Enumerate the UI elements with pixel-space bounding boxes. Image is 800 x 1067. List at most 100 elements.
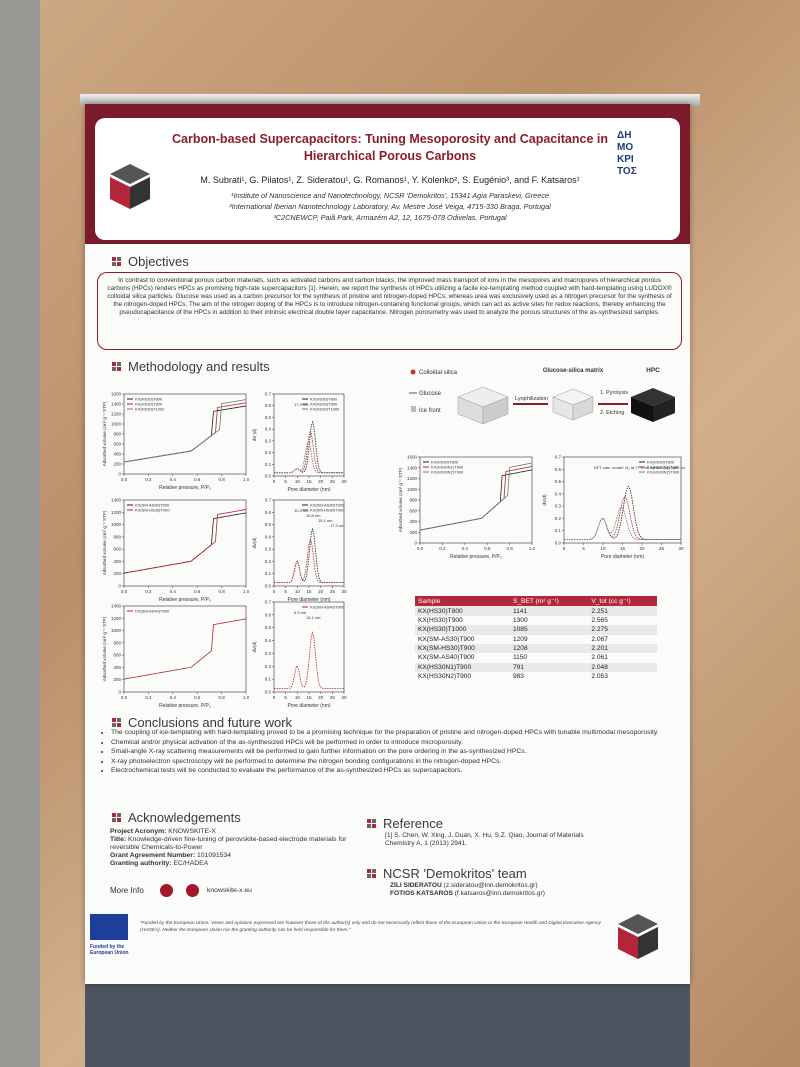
twitter-icon[interactable] [186,884,199,897]
table-cell: 983 [512,673,524,681]
x-axis-label: Relative pressure, P/P₀ [159,597,211,603]
table-cell: 2.067 [591,635,608,643]
curve-shape [274,538,344,583]
cube [631,397,653,422]
ack-value: Knowledge-driven fine-tuning of perovski… [110,836,347,851]
linkedin-icon[interactable] [160,884,173,897]
table-row: KX(HS30)T800 1141 2.251 [415,606,657,616]
curve-shape [564,506,681,540]
y-tick-label: 1000 [111,628,122,633]
x-tick-label: 1.0 [243,695,250,700]
y-tick-label: 1200 [111,510,122,515]
y-tick-label: 400 [409,519,417,524]
table-cell: KX(HS30N1)T900 [415,662,510,672]
table-cell: 1141 [509,606,589,616]
x-axis-label: Pore diameter (nm) [601,554,644,560]
legend-label: KX(HS30N1)T900 [647,465,680,470]
cube [653,397,675,422]
ack-line: Title: Knowledge-driven fine-tuning of p… [110,836,350,852]
x-tick-label: 0.8 [218,477,225,482]
curve-shape [419,466,533,531]
x-tick-label: 5 [284,479,287,484]
member-name: ZILI SIDERATOU [390,882,442,889]
y-tick-label: 0.1 [265,462,272,467]
y-tick-label: 0.1 [265,677,272,682]
x-tick-label: 0.6 [194,589,201,594]
x-tick-label: 0.2 [145,477,152,482]
y-tick-label: 0.2 [265,450,272,455]
annotation: 17.3 nm [330,523,345,528]
y-tick-label: 600 [113,547,121,552]
y-tick-label: 600 [409,508,417,513]
y-tick-label: 0.4 [265,534,272,539]
curve-shape [419,462,533,531]
x-tick-label: 0.0 [121,589,128,594]
legend-label: KX(HS30N2)T900 [647,470,680,475]
table-cell: KX(HS30)T1000 [415,625,510,635]
section-heading: Conclusions and future work [128,715,293,730]
x-tick-label: 0.4 [170,477,177,482]
x-tick-label: 5 [284,589,287,594]
legend-label: KX(HS30N1)T900 [431,465,464,470]
table-cell: KX(HS30N2)T900 [418,673,472,681]
ack-label: Project Acronym: [110,828,167,835]
curve-shape [274,420,344,474]
mini-chart: 0.0 0.2 0.4 0.6 0.8 1.0 0 200 400 600 800 1000 1200 1… [102,604,250,710]
x-tick-label: 25 [659,546,665,551]
x-tick-label: 20 [318,589,324,594]
table-cell: 2.061 [591,654,608,662]
poster: Carbon-based Supercapacitors: Tuning Mes… [85,104,690,984]
authors: M. Subrati¹, G. Pilatos¹, Z. Sideratou¹,… [200,175,580,185]
website[interactable]: knowskite-x.eu [207,887,252,894]
y-tick-label: 800 [113,534,121,539]
y-tick-label: 0.0 [555,541,562,546]
y-tick-label: 0.7 [555,455,562,460]
member-name: FOTIOS KATSAROS [390,890,453,897]
y-axis-label: dV (d) [252,428,257,441]
x-tick-label: 15 [306,695,312,700]
y-tick-label: 0.6 [265,510,272,515]
x-tick-label: 10 [295,479,301,484]
y-tick-label: 200 [113,677,121,682]
section-heading: Methodology and results [128,359,270,374]
ack-label: Granting authority: [110,860,172,867]
x-tick-label: 0.4 [170,695,177,700]
y-tick-label: 400 [113,452,121,457]
x-tick-label: 15 [306,479,312,484]
mini-chart: 0 5 10 15 20 25 30 0.0 0.1 0.2 0.3 0.4 0.5 0.6 0.7 Pore… [252,498,347,604]
conclusion-item: X-ray photoelectron spectroscopy will be… [111,757,671,767]
legend-label: KX(SM-AS40)T900 [310,605,345,610]
annotation: 10.8 nm [306,513,321,518]
annotation: 10.3 nm [294,508,309,513]
x-tick-label: 30 [341,589,347,594]
column-header: Sample [415,596,510,607]
y-tick-label: 0.5 [555,479,562,484]
logo-cube [618,914,658,959]
cube [572,396,594,421]
member-email: (z.sideratou@inn.demokritos.gr) [443,882,538,889]
y-axis-label: Adsorbed volume (cm³ g⁻¹ STP) [102,401,107,466]
schematic-label: Lyophilization [515,396,548,402]
y-tick-label: 400 [113,665,121,670]
legend-label: KX(SM-HS30)T900 [135,508,170,513]
y-axis-label: Adsorbed volume (cm³ g⁻¹ STP) [398,467,403,532]
ack-value: EC/HADEA [173,860,209,867]
affiliations: ¹Institute of Nanoscience and Nanotechno… [155,190,625,223]
institute-logo: ΔΗΜΟ ΚΡΙ ΤΟΣ [617,130,637,177]
cube [482,396,509,425]
legend-label: KX(SM-AS30)T900 [310,503,345,508]
x-tick-label: 1.0 [243,589,250,594]
schematic-label: Colloidal silica [419,370,458,376]
table-cell: 1209 [512,635,528,643]
ack-label: Title: [110,836,127,843]
reference-text: [1] S. Chen, W. Xing, J. Duan, X. Hu, S.… [385,832,584,847]
x-tick-label: 20 [639,546,645,551]
x-tick-label: 0.0 [121,695,128,700]
section-heading: Reference [383,816,443,831]
y-tick-label: 1400 [111,402,122,407]
table-cell: KX(HS30)T800 [415,606,510,616]
y-tick-label: 0.7 [265,600,272,605]
y-tick-label: 800 [113,432,121,437]
y-tick-label: 0.1 [555,528,562,533]
table-row: KX(SM-AS40)T900 1150 2.061 [415,653,657,662]
